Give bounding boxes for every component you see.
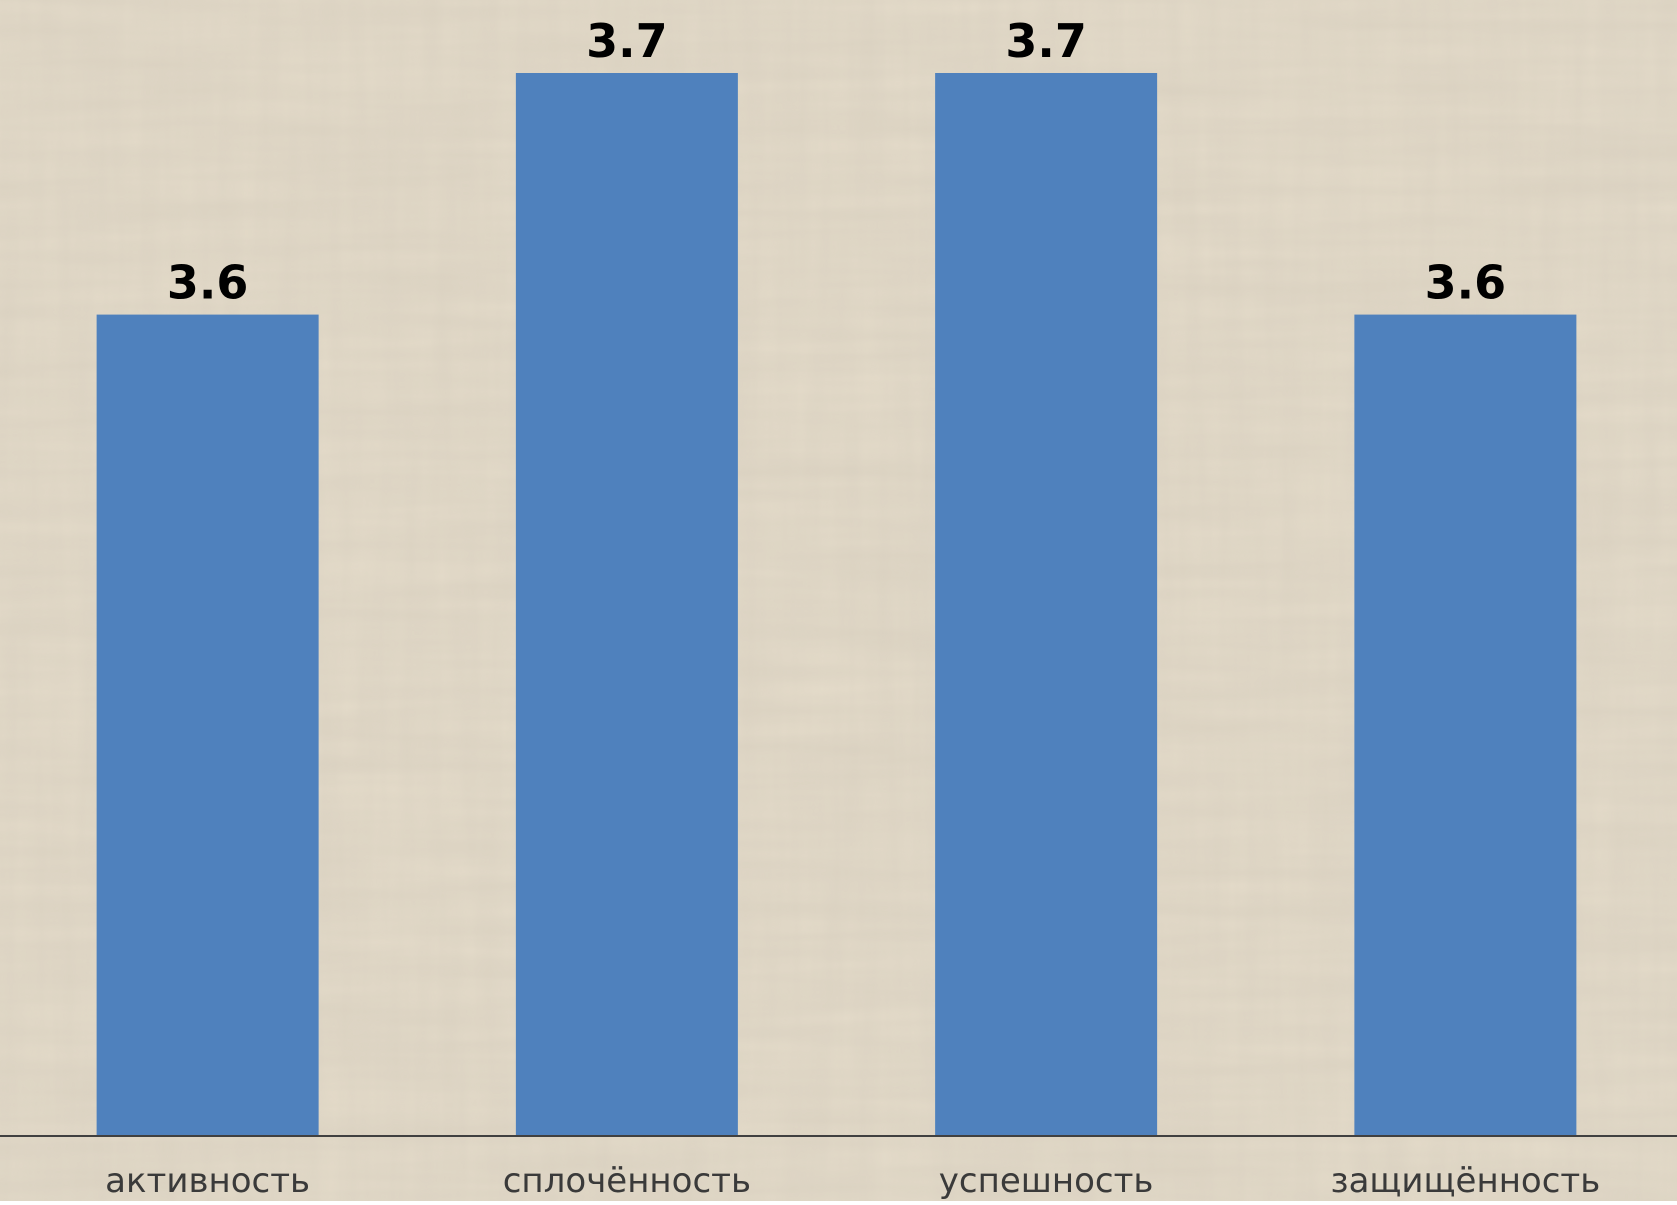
data-label-0: 3.6 <box>167 256 249 310</box>
bar-3 <box>1354 314 1577 1136</box>
data-label-2: 3.7 <box>1005 14 1087 68</box>
x-tick-label-0: активность <box>105 1161 310 1201</box>
bar-1 <box>515 73 738 1136</box>
labels-layer: 3.6 активность 3.7 сплочённость 3.7 успешност… <box>105 14 1600 1201</box>
bar-2 <box>935 73 1158 1136</box>
data-label-3: 3.6 <box>1425 256 1507 310</box>
bar-0 <box>96 314 319 1136</box>
x-tick-label-2: успешность <box>939 1161 1154 1201</box>
data-label-1: 3.7 <box>586 14 668 68</box>
x-tick-label-3: защищённость <box>1330 1161 1600 1201</box>
bars-layer <box>96 73 1577 1136</box>
x-tick-label-1: сплочённость <box>503 1161 751 1201</box>
